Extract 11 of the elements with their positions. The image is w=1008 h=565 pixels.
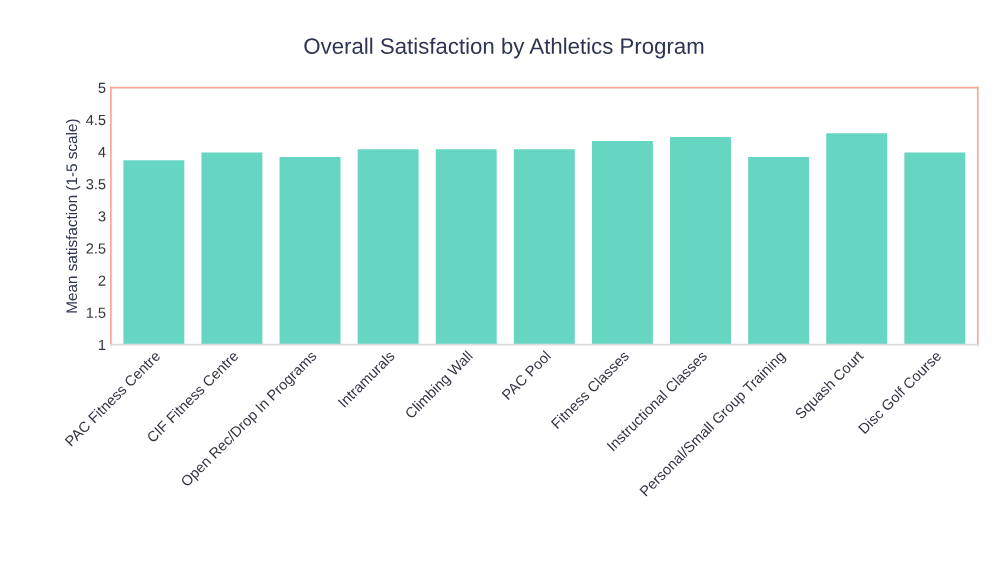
y-tick-label: 4 bbox=[98, 147, 106, 158]
y-axis-title: Mean satisfaction (1-5 scale) bbox=[65, 119, 81, 313]
y-tick-label: 2 bbox=[98, 275, 106, 286]
y-tick-label: 1 bbox=[99, 339, 106, 350]
y-tick-label: 2.5 bbox=[86, 243, 106, 254]
y-tick-label: 5 bbox=[98, 82, 106, 93]
y-tick-label: 3.5 bbox=[86, 179, 106, 190]
y-tick-label: 4.5 bbox=[86, 114, 106, 126]
y-tick-label: 3 bbox=[98, 211, 106, 222]
y-tick-label: 1.5 bbox=[86, 307, 106, 318]
chart-title: Overall Satisfaction by Athletics Program bbox=[304, 37, 704, 59]
